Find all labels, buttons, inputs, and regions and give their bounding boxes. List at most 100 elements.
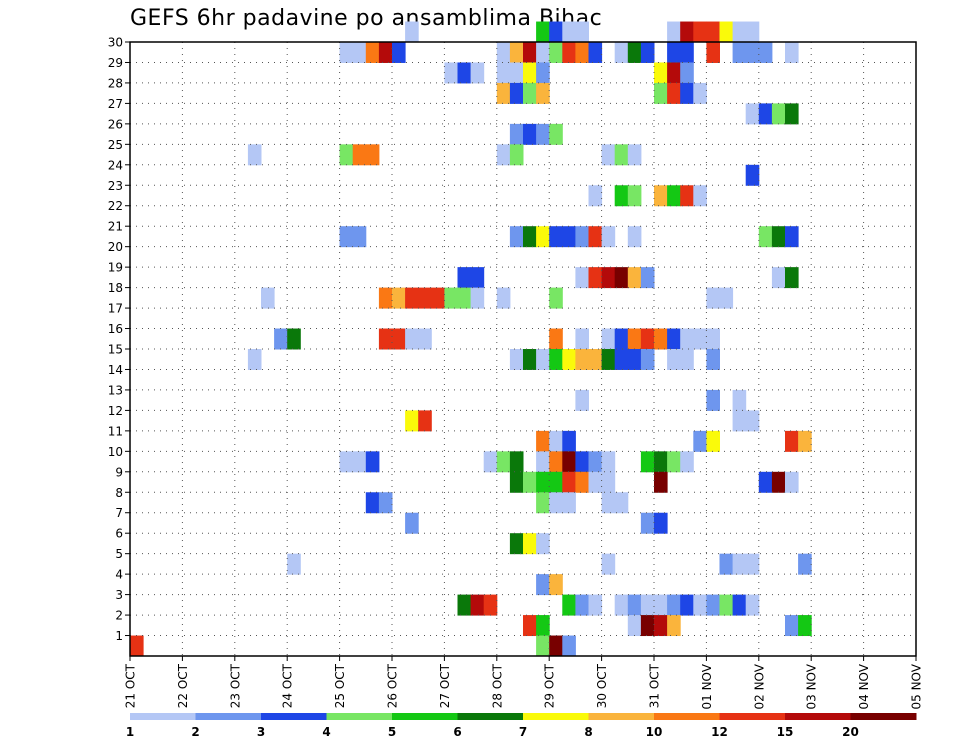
heatmap-cell [640, 451, 655, 473]
legend-swatch [195, 713, 262, 720]
heatmap-cell [601, 328, 616, 350]
legend-label: 8 [584, 725, 592, 739]
heatmap-cell [680, 349, 694, 370]
heatmap-cell [640, 349, 655, 370]
heatmap-cell [627, 267, 642, 289]
heatmap-cell [758, 103, 773, 125]
heatmap-cell [549, 492, 563, 514]
legend-label: 4 [322, 725, 330, 739]
y-tick-label: 19 [108, 261, 123, 275]
heatmap-cell [470, 594, 485, 616]
heatmap-cell [706, 389, 720, 411]
legend-swatch [654, 713, 720, 720]
dotted-grid [130, 42, 916, 656]
heatmap-cell [352, 144, 367, 166]
heatmap-cell [601, 267, 616, 289]
heatmap-cell [496, 82, 511, 104]
heatmap-cell [771, 226, 786, 248]
x-tick-label: 05 NOV [910, 663, 924, 709]
heatmap-cell [444, 287, 458, 309]
x-tick-label: 03 NOV [805, 663, 819, 709]
y-tick-label: 12 [108, 404, 123, 418]
heatmap-cell [706, 594, 720, 616]
heatmap-cell [405, 512, 419, 534]
x-tick-label: 26 OCT [386, 663, 400, 708]
heatmap-cell [745, 42, 760, 63]
heatmap-cell [785, 471, 799, 493]
heatmap-cell [536, 635, 550, 657]
heatmap-cell [667, 42, 681, 63]
heatmap-cell [405, 328, 419, 350]
heatmap-cell [654, 185, 668, 207]
heatmap-cell [339, 226, 354, 248]
heatmap-cell [536, 533, 550, 555]
heatmap-cell [365, 42, 380, 63]
heatmap-cell [549, 574, 563, 596]
y-tick-label: 23 [108, 179, 123, 193]
heatmap-cell [758, 42, 773, 63]
heatmap-cell [745, 164, 760, 186]
heatmap-cell [680, 42, 694, 63]
y-tick-label: 10 [108, 445, 123, 459]
legend-swatch [588, 713, 655, 720]
heatmap-cell [601, 144, 616, 166]
color-legend: 1 2 3 4 5 6 7 8 10 12 15 20 [126, 713, 917, 739]
y-tick-label: 20 [108, 240, 123, 254]
x-tick-label: 29 OCT [543, 663, 557, 708]
heatmap-cell [785, 430, 799, 452]
heatmap-cell [785, 615, 799, 637]
heatmap-cell [745, 103, 760, 125]
heatmap-cells [130, 21, 812, 657]
heatmap-cell [588, 594, 603, 616]
heatmap-cell [706, 430, 720, 452]
heatmap-cell [523, 62, 537, 84]
heatmap-cell [549, 328, 563, 350]
heatmap-cell [549, 471, 563, 493]
x-tick-label: 02 NOV [752, 663, 766, 709]
heatmap-cell [654, 62, 668, 84]
heatmap-cell [667, 21, 681, 43]
heatmap-cell [798, 430, 812, 452]
y-tick-label: 21 [108, 220, 123, 234]
heatmap-cell [352, 42, 367, 63]
heatmap-cell [339, 42, 354, 63]
y-tick-label: 11 [108, 424, 123, 438]
x-axis: 21 OCT 22 OCT 23 OCT 24 OCT 25 OCT 26 OCT 27 O… [124, 656, 924, 710]
legend-swatch [523, 713, 589, 720]
heatmap-cell [536, 451, 550, 473]
heatmap-cell [562, 226, 576, 248]
heatmap-cell [523, 349, 537, 370]
heatmap-cell [496, 144, 511, 166]
heatmap-cell [365, 451, 380, 473]
heatmap-cell [549, 349, 563, 370]
y-tick-label: 26 [108, 117, 123, 131]
heatmap-cell [785, 103, 799, 125]
x-tick-label: 23 OCT [228, 663, 242, 708]
heatmap-cell [575, 267, 589, 289]
heatmap-cell [601, 226, 616, 248]
heatmap-cell [771, 267, 786, 289]
heatmap-cell [405, 410, 419, 432]
heatmap-cell [549, 226, 563, 248]
heatmap-cell [732, 553, 747, 575]
heatmap-cell [719, 594, 734, 616]
heatmap-cell [575, 594, 589, 616]
legend-label: 6 [453, 725, 461, 739]
heatmap-cell [496, 287, 511, 309]
legend-label: 7 [519, 725, 527, 739]
heatmap-cell [693, 82, 707, 104]
heatmap-cell [627, 594, 642, 616]
heatmap-cell [680, 185, 694, 207]
y-tick-label: 27 [108, 97, 123, 111]
heatmap-cell [457, 62, 472, 84]
heatmap-cell [601, 471, 616, 493]
heatmap-cell [457, 287, 472, 309]
heatmap-cell [745, 594, 760, 616]
heatmap-cell [588, 349, 603, 370]
heatmap-cell [287, 328, 301, 350]
heatmap-cell [732, 42, 747, 63]
x-tick-label: 22 OCT [176, 663, 190, 708]
heatmap-cell [444, 62, 458, 84]
heatmap-cell [562, 492, 576, 514]
heatmap-cell [457, 267, 472, 289]
